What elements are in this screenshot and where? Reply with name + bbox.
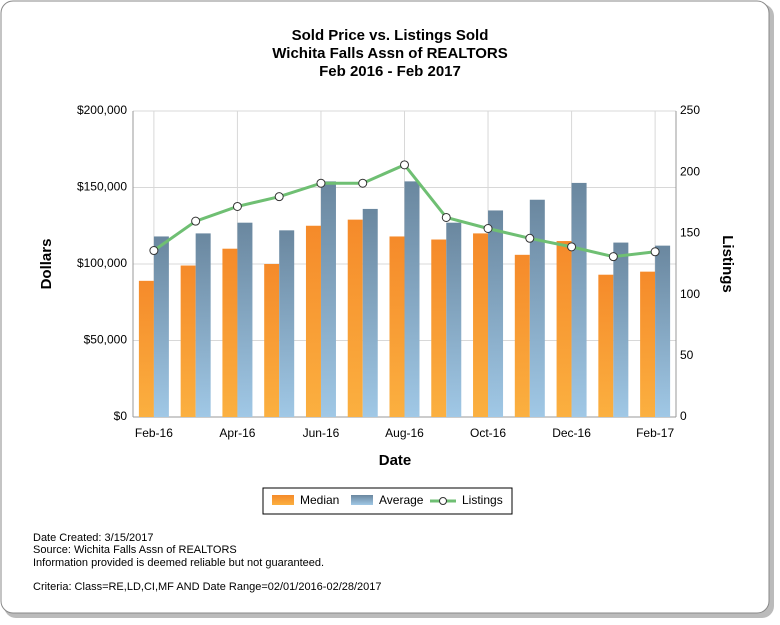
note: Information provided is deemed reliable …	[33, 557, 324, 569]
bar	[431, 239, 447, 417]
bar	[488, 210, 504, 417]
x-tick-label: Jun-16	[303, 426, 340, 440]
chart-title: Wichita Falls Assn of REALTORS	[272, 45, 507, 62]
point	[483, 224, 493, 234]
point	[358, 178, 368, 188]
note: Date Created: 3/15/2017	[33, 532, 153, 544]
bar	[446, 222, 462, 417]
y-tick-label: $50,000	[84, 333, 128, 347]
bar	[347, 219, 363, 417]
y2-tick-label: 50	[680, 348, 694, 362]
y2-tick-label: 0	[680, 409, 687, 423]
point	[232, 201, 242, 211]
x-axis-label: Date	[379, 452, 412, 469]
frame	[0, 0, 770, 614]
point	[191, 216, 201, 226]
bar	[389, 236, 405, 417]
bar	[613, 242, 629, 417]
x-tick-label: Apr-16	[219, 426, 255, 440]
point	[608, 252, 618, 262]
y2-tick-label: 100	[680, 287, 700, 301]
point	[441, 212, 451, 222]
chart-title: Feb 2016 - Feb 2017	[319, 63, 461, 80]
point	[274, 192, 284, 202]
bar	[598, 274, 614, 417]
bar	[404, 181, 420, 417]
bar	[362, 208, 378, 417]
y2-axis-label: Listings	[719, 235, 736, 293]
legend-label: Listings	[462, 493, 503, 507]
bar	[222, 248, 238, 417]
legend	[262, 487, 513, 515]
y2-tick-label: 150	[680, 226, 700, 240]
legend-label: Average	[379, 493, 424, 507]
legend-swatch	[351, 495, 373, 505]
y2-tick-label: 250	[680, 103, 700, 117]
x-tick-label: Feb-17	[636, 426, 674, 440]
legend-swatch	[272, 495, 294, 505]
bar	[320, 181, 336, 417]
bar	[180, 265, 196, 417]
y-tick-label: $200,000	[77, 103, 127, 117]
x-tick-label: Oct-16	[470, 426, 506, 440]
bar	[305, 225, 321, 417]
legend-swatch	[439, 497, 447, 505]
bar	[153, 236, 169, 417]
bar	[237, 222, 253, 417]
point	[316, 178, 326, 188]
bar	[571, 182, 587, 417]
bar	[640, 271, 656, 417]
point	[650, 247, 660, 257]
bar	[514, 254, 530, 417]
chart-title: Sold Price vs. Listings Sold	[292, 27, 489, 44]
bar	[556, 241, 572, 417]
bar	[264, 264, 280, 417]
x-tick-label: Dec-16	[552, 426, 591, 440]
point	[567, 242, 577, 252]
y-tick-label: $0	[114, 409, 128, 423]
bar	[529, 199, 545, 417]
point	[525, 233, 535, 243]
x-tick-label: Aug-16	[385, 426, 424, 440]
note: Source: Wichita Falls Assn of REALTORS	[33, 544, 237, 556]
bar	[195, 233, 211, 417]
bar	[279, 230, 295, 417]
point	[149, 246, 159, 256]
y-axis-label: Dollars	[38, 239, 55, 290]
y-tick-label: $100,000	[77, 256, 127, 270]
y2-tick-label: 200	[680, 164, 700, 178]
point	[400, 160, 409, 170]
y-tick-label: $150,000	[77, 180, 127, 194]
x-tick-label: Feb-16	[135, 426, 173, 440]
bar	[655, 245, 671, 417]
legend-label: Median	[300, 493, 339, 507]
note: Criteria: Class=RE,LD,CI,MF AND Date Ran…	[33, 581, 382, 593]
bar	[138, 280, 154, 417]
bar	[473, 233, 489, 417]
